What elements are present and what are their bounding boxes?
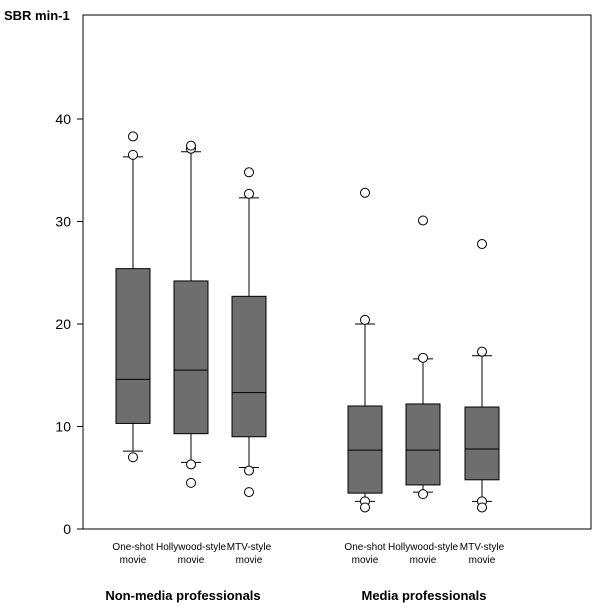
outlier-point	[418, 352, 428, 363]
category-label-line1: Hollywood-style	[388, 542, 458, 553]
y-axis-title: SBR min-1	[4, 8, 70, 23]
category-label-line2: movie	[178, 555, 205, 566]
outlier-point	[128, 452, 138, 463]
iqr-box	[464, 406, 500, 481]
category-label-line2: movie	[352, 555, 379, 566]
iqr-box	[405, 403, 441, 486]
outlier-point	[244, 167, 254, 178]
category-labels-layer: One-shot movie Hollywood-style movie MTV-sty…	[105, 542, 504, 603]
y-tick-label: 40	[55, 111, 71, 127]
box-2-3	[464, 239, 500, 513]
boxes-layer	[115, 131, 500, 513]
group-label: Non-media professionals	[105, 588, 260, 603]
y-tick-label: 0	[63, 521, 71, 537]
category-label-line2: movie	[120, 555, 147, 566]
iqr-box	[115, 268, 151, 424]
outlier-point	[477, 346, 487, 357]
outlier-point	[418, 215, 428, 226]
outlier-point	[186, 477, 196, 488]
iqr-box	[347, 405, 383, 494]
box-2-2	[405, 215, 441, 500]
iqr-box	[231, 295, 267, 438]
outlier-point	[244, 188, 254, 199]
outlier-point	[477, 239, 487, 250]
category-label-line2: movie	[410, 555, 437, 566]
group-label: Media professionals	[362, 588, 487, 603]
y-tick-label: 20	[55, 316, 71, 332]
iqr-box	[173, 280, 209, 435]
plot-frame-layer	[82, 14, 592, 530]
y-axis: 0 10 20 30 40	[55, 111, 83, 537]
outlier-point	[128, 149, 138, 160]
y-tick-label: 30	[55, 214, 71, 230]
category-label-line1: One-shot	[344, 542, 385, 553]
box-1-3	[231, 167, 267, 498]
category-label-line1: Hollywood-style	[156, 542, 226, 553]
outlier-point	[418, 489, 428, 500]
category-label-line1: MTV-style	[460, 542, 505, 553]
outlier-point	[128, 131, 138, 142]
outlier-point	[477, 502, 487, 513]
category-label-line2: movie	[236, 555, 263, 566]
outlier-point	[360, 314, 370, 325]
box-2-1	[347, 187, 383, 513]
box-1-2	[173, 140, 209, 488]
box-1-1	[115, 131, 151, 463]
y-tick-label: 10	[55, 419, 71, 435]
category-label-line1: MTV-style	[227, 542, 272, 553]
outlier-point	[186, 140, 196, 151]
plot-frame	[82, 14, 592, 530]
outlier-point	[360, 502, 370, 513]
category-label-line2: movie	[469, 555, 496, 566]
outlier-point	[186, 459, 196, 470]
category-label-line1: One-shot	[112, 542, 153, 553]
outlier-point	[360, 187, 370, 198]
outlier-point	[244, 487, 254, 498]
outlier-point	[244, 465, 254, 476]
